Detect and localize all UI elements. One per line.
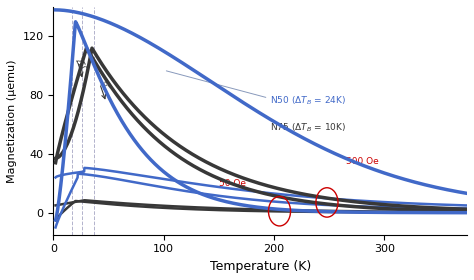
X-axis label: Temperature (K): Temperature (K) [210, 260, 311, 273]
Text: ZFC: ZFC [73, 57, 87, 74]
Text: N75 ($\Delta T_B$ = 10K): N75 ($\Delta T_B$ = 10K) [270, 121, 346, 134]
Text: 50 Oe: 50 Oe [219, 179, 246, 188]
Text: 500 Oe: 500 Oe [346, 157, 378, 166]
Text: FC: FC [97, 80, 109, 93]
Y-axis label: Magnetization (μemu): Magnetization (μemu) [7, 59, 17, 183]
Text: N50 ($\Delta T_B$ = 24K): N50 ($\Delta T_B$ = 24K) [270, 95, 346, 107]
